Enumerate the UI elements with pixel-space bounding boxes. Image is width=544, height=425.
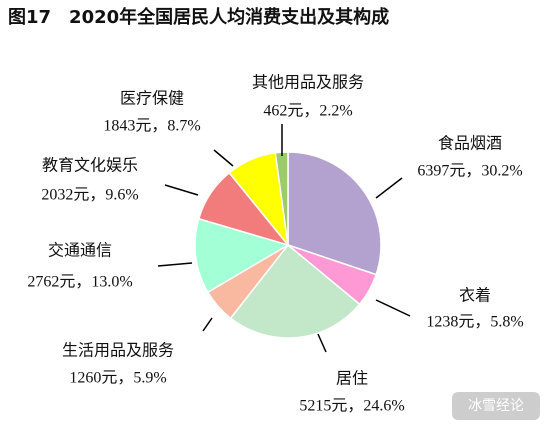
value-label: 2762元，13.0% — [27, 274, 132, 291]
category-label: 医疗保健 — [120, 90, 184, 108]
value-label: 1238元，5.8% — [426, 314, 523, 331]
category-label: 交通通信 — [48, 242, 112, 260]
pie-slice — [194, 217, 290, 294]
leader-line — [157, 262, 193, 267]
leader-line — [375, 177, 403, 199]
leader-line — [375, 299, 411, 317]
category-label: 居住 — [336, 370, 368, 388]
leader-line — [317, 333, 327, 353]
leader-line — [213, 149, 234, 167]
chart-title: 图17 2020年全国居民人均消费支出及其构成 — [8, 6, 389, 28]
category-label: 食品烟酒 — [438, 135, 502, 153]
category-label: 教育文化娱乐 — [42, 157, 138, 175]
watermark-bg — [452, 392, 540, 420]
value-label: 5215元，24.6% — [299, 398, 404, 415]
value-label: 1843元，8.7% — [103, 118, 200, 135]
category-label: 衣着 — [459, 287, 491, 305]
leader-line — [202, 317, 213, 332]
value-label: 6397元，30.2% — [417, 163, 522, 180]
value-label: 2032元，9.6% — [41, 187, 138, 204]
leader-line — [164, 184, 199, 196]
value-label: 1260元，5.9% — [69, 370, 166, 387]
category-label: 生活用品及服务 — [62, 342, 174, 360]
pie-slice — [287, 151, 382, 276]
value-label: 462元，2.2% — [263, 103, 352, 120]
pie-slice — [229, 243, 361, 339]
watermark: 冰雪经论 — [468, 398, 524, 414]
category-label: 其他用品及服务 — [252, 74, 364, 92]
